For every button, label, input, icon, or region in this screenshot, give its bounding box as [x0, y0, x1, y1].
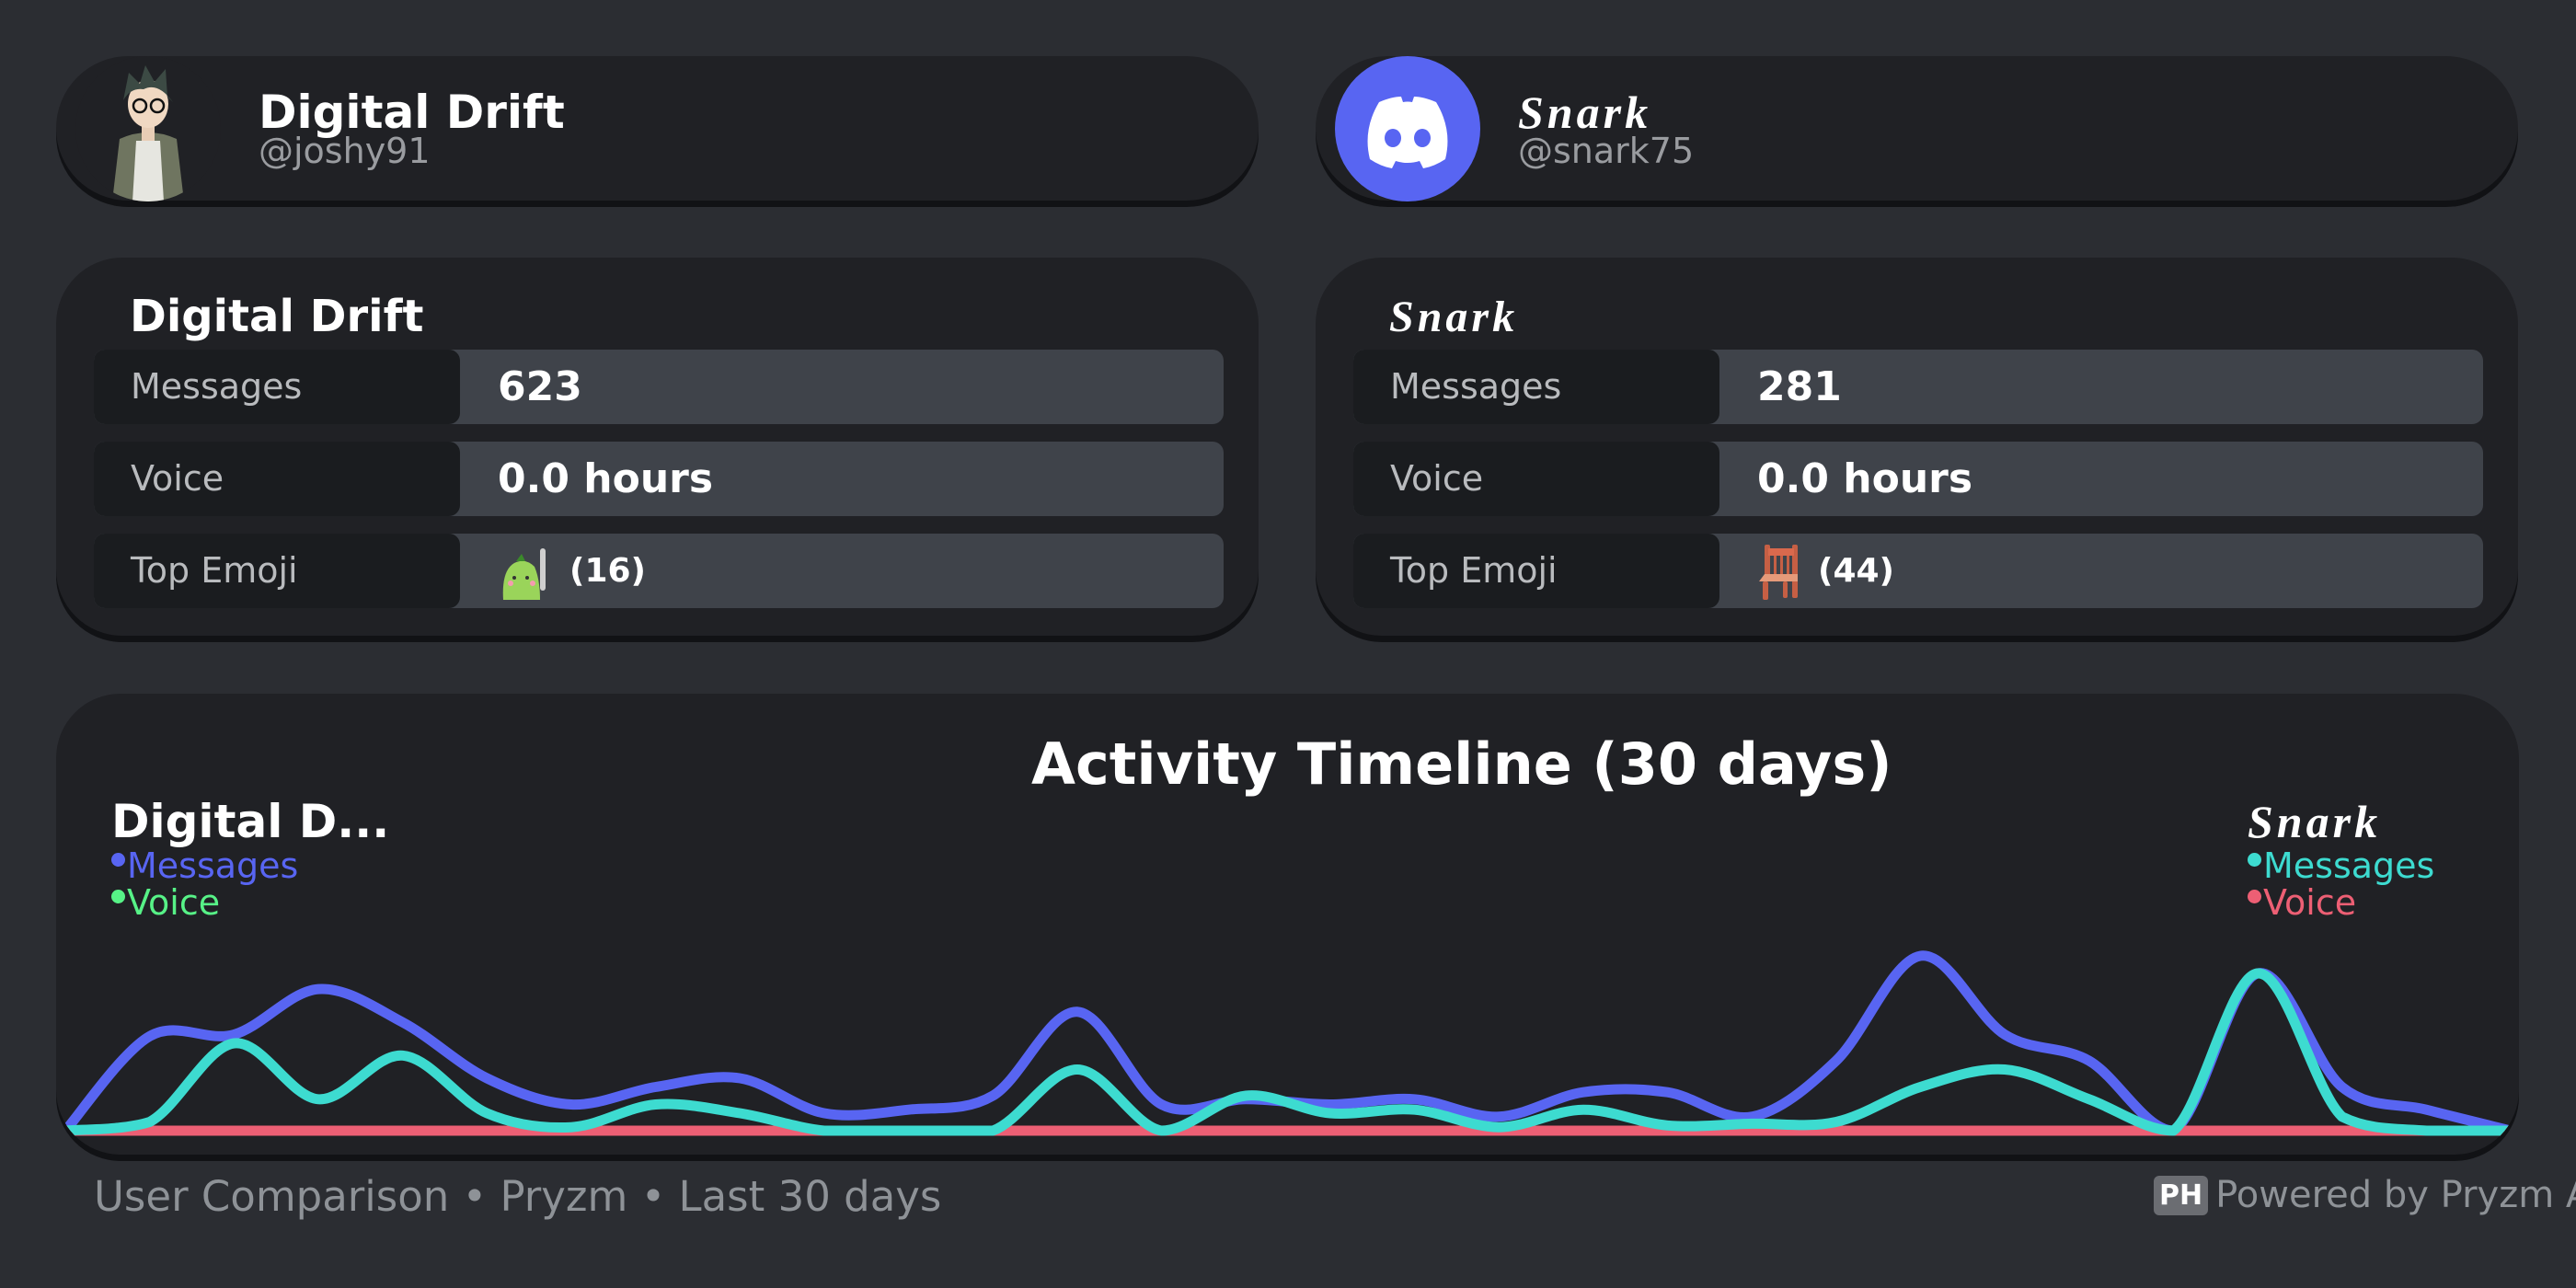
- legend-label: Voice: [2263, 882, 2357, 923]
- legend-label: Messages: [2263, 845, 2435, 886]
- legend-item-voice: Voice: [2248, 884, 2434, 921]
- chart-title: Activity Timeline (30 days): [1031, 730, 1892, 798]
- legend-user-name: Snark: [2248, 796, 2382, 847]
- legend-item-messages: Messages: [111, 847, 389, 884]
- user-handle: @snark75: [1518, 131, 1695, 171]
- stats-title: Digital Drift: [130, 291, 424, 342]
- chair-emoji: [1759, 544, 1798, 600]
- stat-value: 0.0 hours: [498, 455, 714, 502]
- stats-card-digital-drift: Digital Drift Messages 623 Voice 0.0 hou…: [56, 258, 1259, 636]
- legend-snark: Snark Messages Voice: [2248, 797, 2434, 921]
- green-blob-smoking-emoji: [502, 547, 546, 600]
- emoji-count: (44): [1818, 552, 1895, 590]
- stat-row-messages: Messages 623: [94, 350, 1224, 424]
- user-display-name: Snark: [1518, 86, 1652, 138]
- legend-digital-drift: Digital D... Messages Voice: [111, 797, 389, 921]
- emoji-count: (16): [569, 552, 647, 590]
- pryzm-badge-icon: PH: [2154, 1175, 2209, 1215]
- stat-row-top-emoji: Top Emoji (16): [94, 534, 1224, 608]
- stat-label: Top Emoji: [94, 534, 460, 608]
- stat-label: Messages: [1353, 350, 1719, 424]
- discord-logo-icon: [1335, 56, 1480, 201]
- stat-label: Messages: [94, 350, 460, 424]
- legend-dot: [111, 890, 125, 903]
- anime-character-avatar: [75, 56, 221, 201]
- series-line-digital-drift-messages: [61, 950, 2513, 1136]
- legend-item-messages: Messages: [2248, 847, 2434, 884]
- legend-dot: [2248, 853, 2261, 867]
- timeline-plot: [61, 950, 2513, 1136]
- user-display-name: Digital Drift: [259, 86, 565, 139]
- stat-row-voice: Voice 0.0 hours: [94, 442, 1224, 516]
- legend-label: Voice: [127, 882, 221, 923]
- profile-card-snark: Snark @snark75: [1316, 56, 2518, 201]
- footer-caption: User Comparison • Pryzm • Last 30 days: [94, 1172, 942, 1221]
- stat-label: Voice: [1353, 442, 1719, 516]
- stat-value: 623: [498, 363, 582, 410]
- stat-label: Voice: [94, 442, 460, 516]
- user-handle: @joshy91: [259, 131, 431, 171]
- legend-item-voice: Voice: [111, 884, 389, 921]
- stat-row-voice: Voice 0.0 hours: [1353, 442, 2483, 516]
- profile-card-digital-drift: Digital Drift @joshy91: [56, 56, 1259, 201]
- activity-timeline-chart: Activity Timeline (30 days) Digital D...…: [56, 694, 2519, 1155]
- stat-value: 0.0 hours: [1757, 455, 1973, 502]
- legend-user-name: Digital D...: [111, 795, 390, 848]
- legend-dot: [111, 853, 125, 867]
- legend-dot: [2248, 890, 2261, 903]
- stat-label: Top Emoji: [1353, 534, 1719, 608]
- stat-row-top-emoji: Top Emoji (44): [1353, 534, 2483, 608]
- footer-powered-by: PH Powered by Pryzm Ap: [2154, 1174, 2576, 1216]
- stat-value: 281: [1757, 363, 1842, 410]
- powered-by-text: Powered by Pryzm Ap: [2215, 1174, 2576, 1216]
- series-line-snark-messages: [64, 968, 2511, 1136]
- stat-row-messages: Messages 281: [1353, 350, 2483, 424]
- stats-title: Snark: [1389, 293, 1519, 341]
- legend-label: Messages: [127, 845, 299, 886]
- stats-card-snark: Snark Messages 281 Voice 0.0 hours Top E…: [1316, 258, 2518, 636]
